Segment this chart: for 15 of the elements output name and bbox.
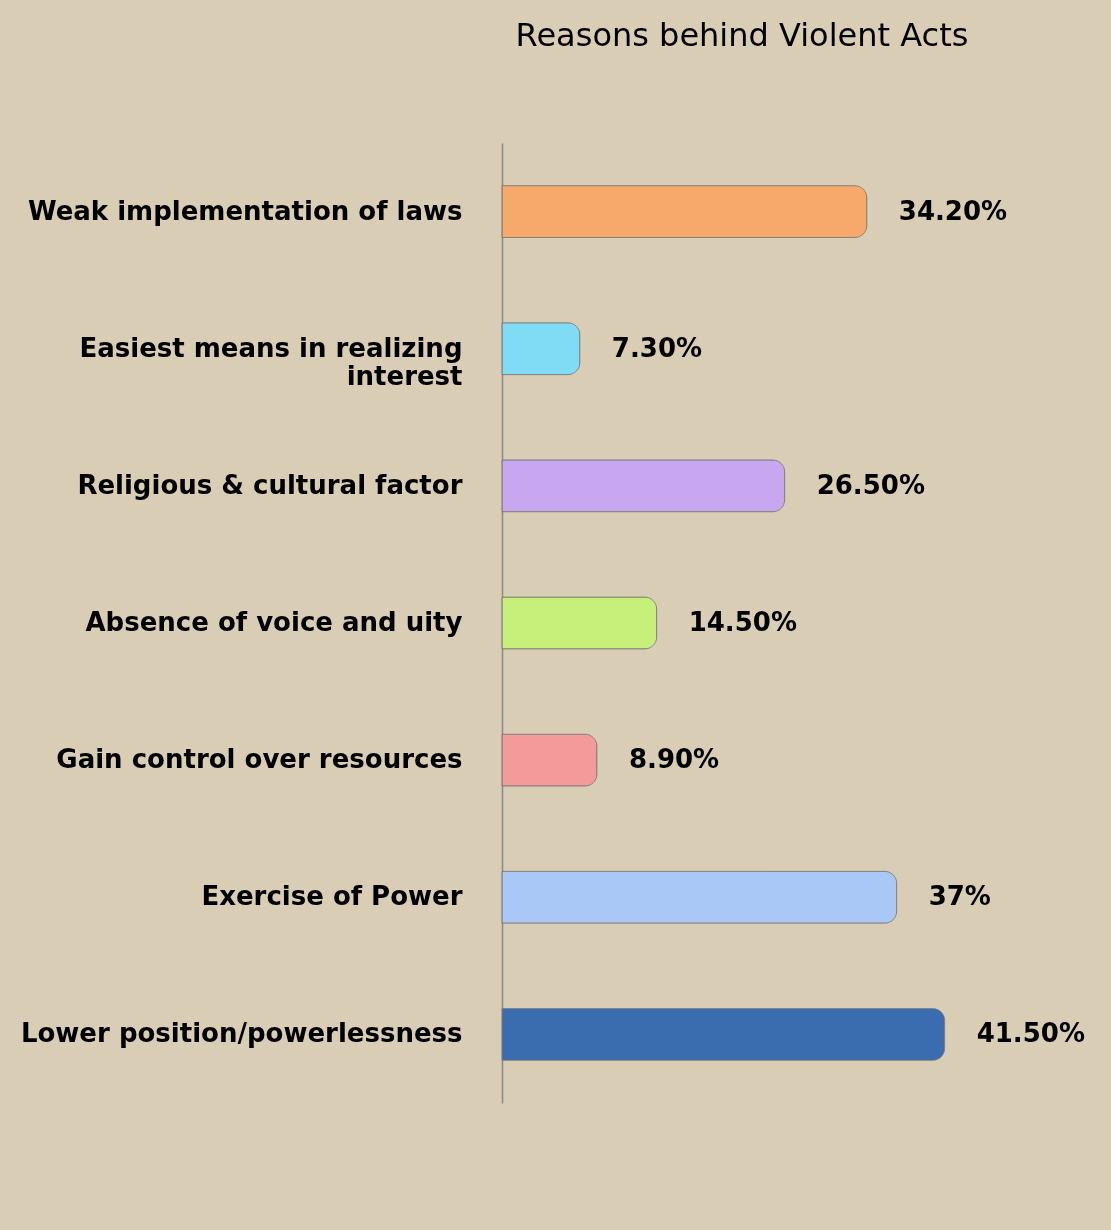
y-tick-label: Exercise of Power <box>201 881 463 912</box>
y-tick-label: Weak implementation of laws <box>27 195 463 226</box>
y-tick-label: Religious & cultural factor <box>77 469 463 500</box>
y-tick-label: Lower position/powerlessness <box>20 1018 463 1049</box>
data-label: 37% <box>928 881 991 912</box>
y-tick-label: Gain control over resources <box>56 744 463 775</box>
y-tick-label: Absence of voice and uity <box>85 607 463 637</box>
data-label: 14.50% <box>688 607 797 637</box>
data-label: 26.50% <box>816 469 925 500</box>
data-label: 34.20% <box>898 195 1008 226</box>
data-label: 8.90% <box>628 744 720 775</box>
chart-title: Reasons behind Violent Acts <box>515 16 969 54</box>
data-label: 7.30% <box>611 332 703 363</box>
data-label: 41.50% <box>976 1018 1085 1049</box>
y-tick-label: Easiest means in realizing interest <box>79 332 463 391</box>
